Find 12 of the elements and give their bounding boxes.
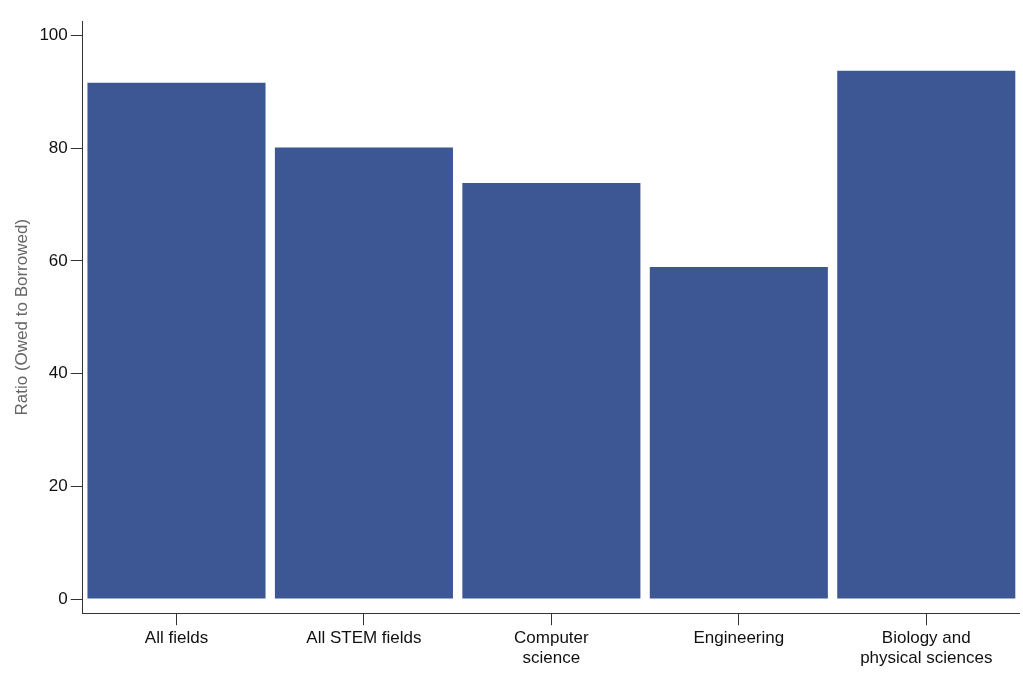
y-tick-label: 20 [48, 476, 68, 496]
x-tick-label: All STEM fields [306, 628, 422, 648]
y-tick-label: 100 [39, 24, 68, 44]
y-axis-title: Ratio (Owed to Borrowed) [11, 218, 31, 416]
y-tick-label: 60 [48, 250, 68, 270]
x-tick-label: Computer science [514, 628, 590, 668]
y-tick-label: 40 [48, 363, 68, 383]
x-tick-label: Biology and physical sciences [860, 628, 993, 668]
y-tick-label: 0 [58, 588, 68, 608]
y-tick-label: 80 [48, 137, 68, 157]
x-tick-label: All fields [144, 628, 209, 648]
x-tick-label: Engineering [693, 628, 785, 648]
